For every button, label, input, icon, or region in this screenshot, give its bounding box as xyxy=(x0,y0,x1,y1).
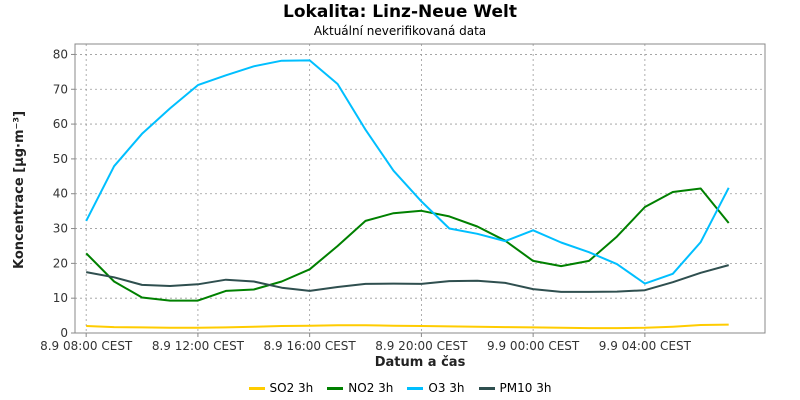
chart-subtitle: Aktuální neverifikovaná data xyxy=(313,24,487,38)
x-tick-label: 8.9 12:00 CEST xyxy=(152,339,245,353)
x-tick-label: 8.9 16:00 CEST xyxy=(264,339,357,353)
legend-swatch xyxy=(327,386,344,390)
legend-label: PM10 3h xyxy=(499,381,552,395)
legend-item-no2[interactable]: NO2 3h xyxy=(327,381,393,395)
x-tick-label: 8.9 20:00 CEST xyxy=(375,339,468,353)
chart-title: Lokalita: Linz-Neue Welt xyxy=(283,2,517,22)
series-line-so2 xyxy=(86,323,729,330)
y-tick-label: 30 xyxy=(53,222,68,236)
y-tick-label: 70 xyxy=(53,82,68,96)
legend-swatch xyxy=(248,386,265,390)
legend-label: O3 3h xyxy=(428,381,465,395)
series-line-no2 xyxy=(85,187,730,302)
y-axis-label: Koncentrace [µg·m⁻³] xyxy=(12,111,27,269)
y-tick-label: 80 xyxy=(53,47,68,61)
legend-label: NO2 3h xyxy=(348,381,394,395)
y-axis: 0 10 20 30 40 50 60 70 80 xyxy=(53,47,75,340)
legend-item-pm10[interactable]: PM10 3h xyxy=(478,381,552,395)
x-axis-label: Datum a čas xyxy=(375,355,466,370)
series-line-o3 xyxy=(85,59,730,285)
legend-item-so2[interactable]: SO2 3h xyxy=(248,381,314,395)
y-tick-label: 60 xyxy=(53,117,68,131)
y-tick-label: 40 xyxy=(53,187,68,201)
x-tick-label: 8.9 08:00 CEST xyxy=(40,339,133,353)
legend-swatch xyxy=(407,386,424,390)
x-axis: 8.9 08:00 CEST 8.9 12:00 CEST 8.9 16:00 CE… xyxy=(40,333,692,353)
series xyxy=(85,59,730,330)
y-tick-label: 10 xyxy=(53,291,68,305)
grid xyxy=(75,44,765,333)
series-line-pm10 xyxy=(86,264,729,293)
legend-item-o3[interactable]: O3 3h xyxy=(407,381,465,395)
y-tick-label: 20 xyxy=(53,256,68,270)
plot-area xyxy=(74,43,766,334)
y-tick-label: 50 xyxy=(53,152,68,166)
legend: SO2 3h NO2 3h O3 3h PM10 3h xyxy=(0,381,800,395)
x-tick-label: 9.9 04:00 CEST xyxy=(599,339,692,353)
legend-swatch xyxy=(478,386,495,390)
legend-label: SO2 3h xyxy=(269,381,314,395)
y-tick-label: 0 xyxy=(60,326,68,340)
x-tick-label: 9.9 00:00 CEST xyxy=(487,339,580,353)
